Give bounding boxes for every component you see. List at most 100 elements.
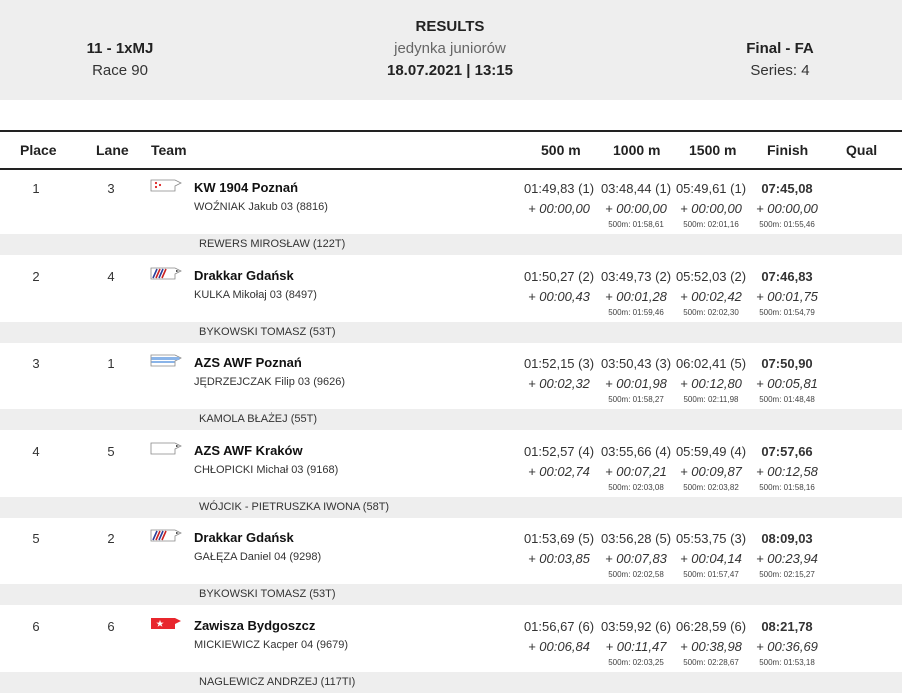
split-pace bbox=[519, 569, 599, 581]
coach-bar bbox=[0, 671, 902, 693]
split-m500: 01:50,27 (2) + 00:00,43 bbox=[519, 256, 599, 319]
split-delta: + 00:02,42 bbox=[680, 288, 742, 304]
split-time: 01:56,67 (6) bbox=[523, 618, 595, 634]
coach-name: REWERS MIROSŁAW (122T) bbox=[199, 238, 346, 250]
col-place: Place bbox=[20, 142, 57, 158]
split-delta: + 00:11,47 bbox=[605, 638, 667, 654]
split-m1500: 05:52,03 (2) + 00:02,42 500m: 02:02,30 bbox=[671, 256, 751, 319]
club-name: AZS AWF Poznań bbox=[194, 355, 302, 370]
split-pace: 500m: 01:58,61 bbox=[608, 220, 664, 229]
split-pace bbox=[519, 394, 599, 406]
place-cell: 2 bbox=[32, 268, 40, 284]
split-pace: 500m: 02:28,67 bbox=[683, 657, 739, 667]
split-time: 03:50,43 (3) bbox=[600, 356, 672, 371]
club-name: AZS AWF Kraków bbox=[194, 442, 303, 458]
split-pace: 500m: 01:58,27 bbox=[608, 395, 664, 404]
split-m500: 01:52,15 (3) + 00:02,32 bbox=[519, 343, 599, 406]
place-cell: 6 bbox=[32, 618, 40, 634]
split-delta: + 00:12,80 bbox=[680, 376, 742, 391]
split-m1000: 03:56,28 (5) + 00:07,83 500m: 02:02,58 bbox=[596, 518, 676, 581]
results-title: RESULTS bbox=[415, 18, 485, 35]
split-delta: + 00:01,28 bbox=[605, 288, 667, 304]
results-title-block: RESULTS jedynka juniorów 18.07.2021 | 13… bbox=[300, 16, 600, 82]
split-time: 01:53,69 (5) bbox=[523, 531, 595, 546]
split-time: 03:59,92 (6) bbox=[600, 618, 672, 634]
club-name: Drakkar Gdańsk bbox=[194, 530, 294, 545]
split-pace bbox=[519, 657, 599, 669]
split-pace: 500m: 01:58,16 bbox=[759, 482, 815, 492]
split-delta: + 00:06,84 bbox=[528, 638, 590, 654]
rower-name: KULKA Mikołaj 03 (8497) bbox=[194, 288, 317, 301]
race-number: Race 90 bbox=[92, 62, 148, 79]
place-cell: 5 bbox=[32, 531, 40, 546]
split-pace bbox=[519, 307, 599, 319]
split-pace: 500m: 01:55,46 bbox=[759, 220, 815, 229]
split-finish: 07:57,66 + 00:12,58 500m: 01:58,16 bbox=[747, 431, 827, 494]
split-finish: 07:45,08 + 00:00,00 500m: 01:55,46 bbox=[747, 168, 827, 231]
split-delta: + 00:23,94 bbox=[756, 551, 818, 566]
split-delta: + 00:09,87 bbox=[680, 463, 742, 479]
split-time: 03:55,66 (4) bbox=[600, 443, 672, 459]
split-time: 03:56,28 (5) bbox=[600, 531, 672, 546]
split-delta: + 00:02,74 bbox=[528, 463, 590, 479]
split-delta: + 00:00,00 bbox=[680, 201, 742, 216]
table-row: 2 4 Drakkar Gdańsk KULKA Mikołaj 03 (8497) B… bbox=[0, 256, 902, 344]
split-delta: + 00:07,83 bbox=[605, 551, 667, 566]
split-finish: 08:09,03 + 00:23,94 500m: 02:15,27 bbox=[747, 518, 827, 581]
split-m1000: 03:50,43 (3) + 00:01,98 500m: 01:58,27 bbox=[596, 343, 676, 406]
split-m1000: 03:49,73 (2) + 00:01,28 500m: 01:59,46 bbox=[596, 256, 676, 319]
split-m500: 01:53,69 (5) + 00:03,85 bbox=[519, 518, 599, 581]
rower-name: GAŁĘZA Daniel 04 (9298) bbox=[194, 551, 322, 563]
lane-cell: 6 bbox=[107, 618, 115, 634]
split-time: 05:49,61 (1) bbox=[675, 181, 747, 196]
split-delta: + 00:00,00 bbox=[605, 201, 667, 216]
split-time: 01:50,27 (2) bbox=[523, 268, 595, 284]
place-cell: 3 bbox=[32, 356, 40, 371]
race-datetime: 18.07.2021 | 13:15 bbox=[387, 62, 513, 79]
split-time: 03:48,44 (1) bbox=[600, 181, 672, 196]
split-pace: 500m: 02:03,82 bbox=[683, 482, 739, 492]
split-delta: + 00:00,43 bbox=[528, 288, 590, 304]
split-time: 03:49,73 (2) bbox=[600, 268, 672, 284]
lane-cell: 1 bbox=[107, 356, 115, 371]
split-time: 07:45,08 bbox=[761, 181, 813, 196]
split-pace: 500m: 01:59,46 bbox=[608, 307, 664, 317]
split-m1000: 03:55,66 (4) + 00:07,21 500m: 02:03,08 bbox=[596, 431, 676, 494]
split-time: 08:09,03 bbox=[761, 531, 813, 546]
coach-name: KAMOLA BŁAŻEJ (55T) bbox=[199, 413, 317, 425]
split-m1500: 05:49,61 (1) + 00:00,00 500m: 02:01,16 bbox=[671, 168, 751, 231]
split-time: 07:46,83 bbox=[761, 268, 813, 284]
col-team: Team bbox=[151, 142, 187, 158]
split-m1500: 05:59,49 (4) + 00:09,87 500m: 02:03,82 bbox=[671, 431, 751, 494]
lane-cell: 4 bbox=[107, 268, 115, 284]
split-time: 07:57,66 bbox=[761, 443, 813, 459]
col-1500m: 1500 m bbox=[689, 142, 737, 158]
table-row: 4 5 AZS AWF Kraków CHŁOPICKI Michał 03 (916… bbox=[0, 431, 902, 519]
split-m1500: 06:02,41 (5) + 00:12,80 500m: 02:11,98 bbox=[671, 343, 751, 406]
split-time: 07:50,90 bbox=[761, 356, 813, 371]
race-info: 11 - 1xMJ Race 90 bbox=[40, 38, 200, 82]
split-m500: 01:56,67 (6) + 00:06,84 bbox=[519, 606, 599, 669]
split-time: 01:52,57 (4) bbox=[523, 443, 595, 459]
rower-name: WOŹNIAK Jakub 03 (8816) bbox=[194, 201, 328, 213]
split-finish: 07:46,83 + 00:01,75 500m: 01:54,79 bbox=[747, 256, 827, 319]
split-pace: 500m: 01:54,79 bbox=[759, 307, 815, 317]
split-pace: 500m: 01:57,47 bbox=[683, 570, 739, 579]
coach-bar bbox=[0, 234, 902, 255]
col-finish: Finish bbox=[767, 142, 809, 158]
split-pace: 500m: 02:02,30 bbox=[683, 307, 739, 317]
place-cell: 4 bbox=[32, 443, 40, 459]
coach-bar bbox=[0, 496, 902, 518]
series-label: Series: 4 bbox=[750, 62, 810, 79]
split-time: 05:53,75 (3) bbox=[675, 531, 747, 546]
split-delta: + 00:04,14 bbox=[680, 551, 742, 566]
split-m500: 01:52,57 (4) + 00:02,74 bbox=[519, 431, 599, 494]
split-delta: + 00:36,69 bbox=[756, 638, 818, 654]
rower-name: MICKIEWICZ Kacper 04 (9679) bbox=[194, 638, 349, 651]
split-pace bbox=[519, 482, 599, 494]
rower-name: CHŁOPICKI Michał 03 (9168) bbox=[194, 463, 339, 476]
split-delta: + 00:02,32 bbox=[528, 376, 590, 391]
results-header: 11 - 1xMJ Race 90 RESULTS jedynka junior… bbox=[0, 0, 902, 100]
club-flag-icon bbox=[150, 529, 182, 542]
col-lane: Lane bbox=[96, 142, 129, 158]
